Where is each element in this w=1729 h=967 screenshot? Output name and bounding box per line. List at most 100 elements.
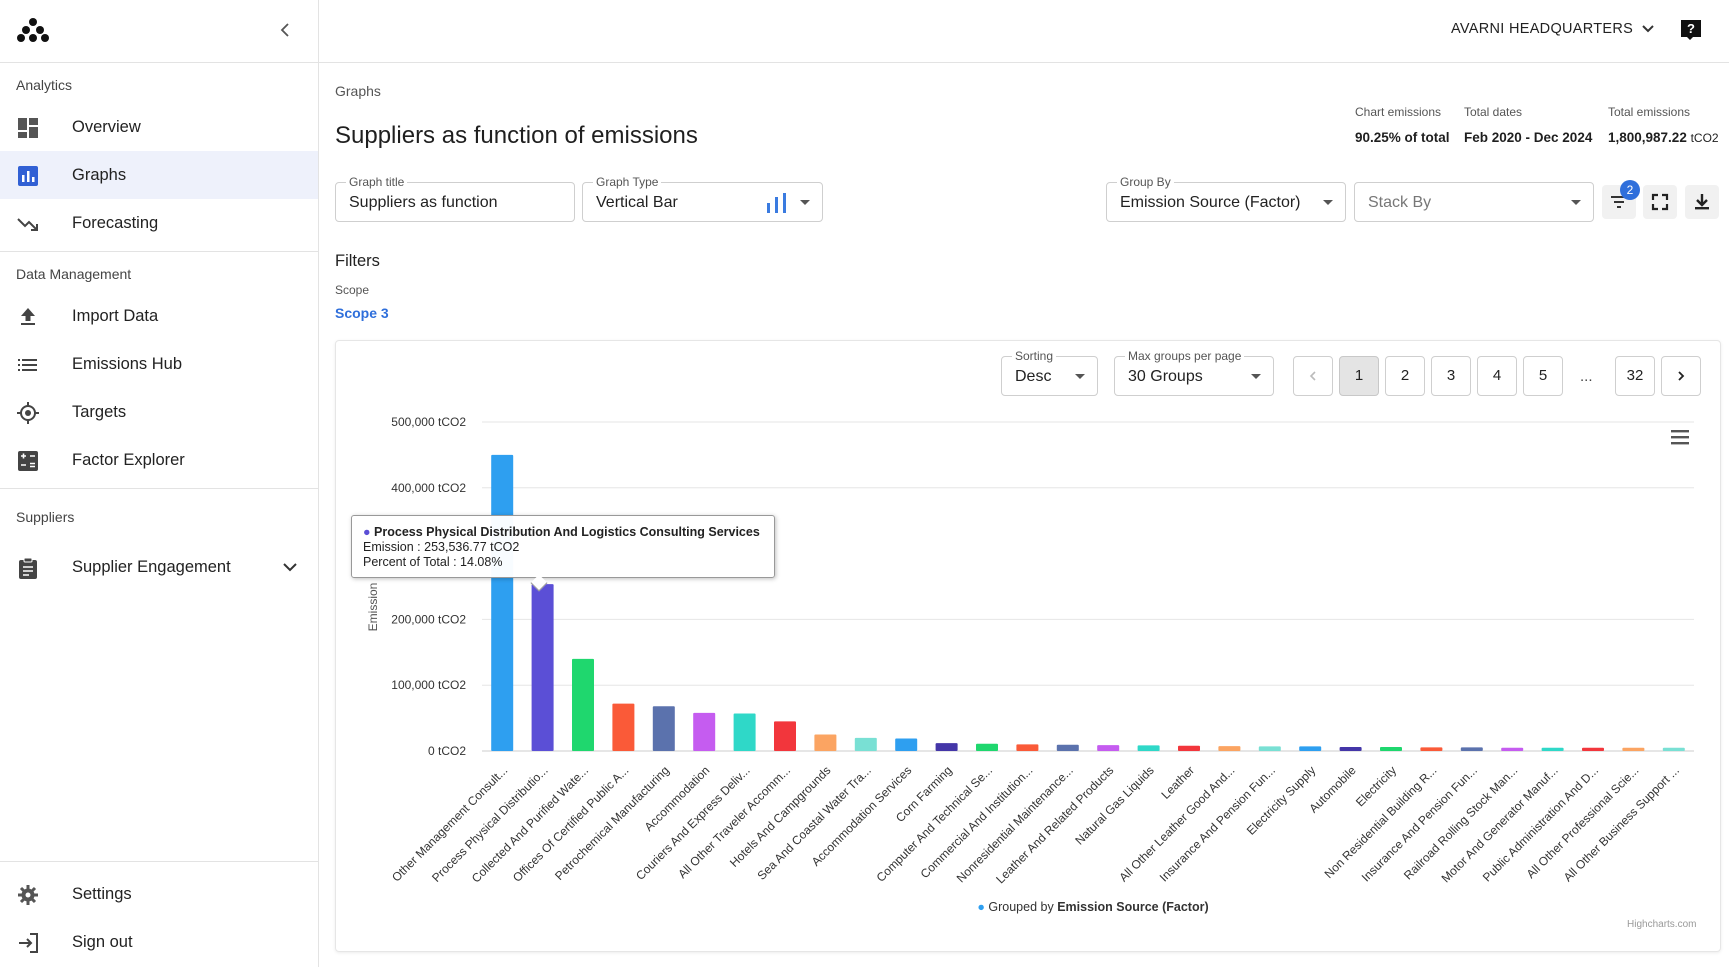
sidebar-item-sign-out[interactable]: Sign out [0, 918, 318, 966]
page-ellipsis: ... [1580, 368, 1593, 385]
chart-bar [531, 584, 554, 751]
stat-total-dates: Total dates Feb 2020 - Dec 2024 [1464, 105, 1592, 145]
chart-bar [854, 737, 877, 751]
chart-bar [1218, 746, 1241, 751]
sidebar-item-label: Import Data [72, 306, 159, 325]
sidebar-item-targets[interactable]: Targets [0, 388, 318, 436]
sidebar-item-factor-explorer[interactable]: Factor Explorer [0, 436, 318, 484]
divider [0, 488, 318, 489]
chevron-down-icon[interactable] [280, 557, 300, 577]
download-button[interactable] [1685, 185, 1719, 219]
scope-filter-value[interactable]: Scope 3 [335, 305, 389, 321]
page-button-5[interactable]: 5 [1523, 356, 1563, 396]
max-groups-select[interactable]: Max groups per page 30 Groups [1114, 349, 1274, 396]
organization-name: AVARNI HEADQUARTERS [1451, 21, 1634, 37]
x-category-label: Natural Gas Liquids [1072, 763, 1156, 847]
field-label: Sorting [1012, 349, 1057, 363]
page-button-last[interactable]: 32 [1615, 356, 1655, 396]
field-value: Suppliers as function [349, 194, 498, 211]
dashboard-icon [18, 118, 38, 138]
sidebar-item-label: Sign out [72, 932, 133, 951]
chart-bar [733, 713, 756, 751]
chart-bar [1178, 745, 1200, 751]
caret-down-icon [1323, 200, 1333, 205]
sidebar-item-label: Overview [72, 117, 141, 136]
chart-menu-icon[interactable] [1671, 429, 1691, 445]
chart-legend: ● Grouped by Emission Source (Factor) [977, 900, 1208, 914]
y-tick-label: 200,000 tCO2 [391, 612, 466, 626]
field-value: Emission Source (Factor) [1120, 194, 1301, 211]
chart-tooltip: ● Process Physical Distribution And Logi… [351, 515, 775, 578]
chart-bar [1541, 747, 1564, 751]
stat-label: Total emissions [1608, 105, 1691, 119]
page-button-3[interactable]: 3 [1431, 356, 1471, 396]
sidebar-item-overview[interactable]: Overview [0, 103, 318, 151]
logo-row [0, 0, 318, 63]
tooltip-series-dot: ● [363, 525, 371, 539]
fullscreen-icon [1651, 193, 1669, 211]
page-button-4[interactable]: 4 [1477, 356, 1517, 396]
breadcrumb: Graphs [335, 83, 381, 99]
page-button-1[interactable]: 1 [1339, 356, 1379, 396]
chart-bar [774, 721, 796, 751]
sign-out-icon [19, 933, 38, 953]
field-label: Graph Type [593, 175, 662, 189]
next-page-button[interactable] [1661, 356, 1701, 396]
prev-page-button[interactable] [1293, 356, 1333, 396]
stat-total-emissions: Total emissions 1,800,987.22 tCO2 [1608, 105, 1719, 145]
field-label: Graph title [346, 175, 408, 189]
sidebar-item-emissions-hub[interactable]: Emissions Hub [0, 340, 318, 388]
top-bar: AVARNI HEADQUARTERS ? [319, 0, 1729, 63]
chart-bar [1622, 747, 1645, 751]
chart-bar [1420, 747, 1443, 751]
fullscreen-button[interactable] [1643, 185, 1677, 219]
y-tick-label: 100,000 tCO2 [391, 678, 466, 692]
chart-bar [1137, 745, 1160, 751]
sidebar-item-label: Settings [72, 884, 132, 903]
stat-chart-emissions: Chart emissions 90.25% of total [1355, 105, 1450, 145]
chart-bar [1460, 747, 1483, 751]
chart-bar [491, 454, 514, 751]
y-tick-label: 400,000 tCO2 [391, 481, 466, 495]
sidebar-item-settings[interactable]: Settings [0, 870, 318, 918]
chart-bar [935, 743, 958, 751]
divider [0, 251, 318, 252]
filters-heading: Filters [335, 252, 380, 270]
organization-selector[interactable]: AVARNI HEADQUARTERS [1451, 21, 1655, 37]
collapse-sidebar-icon[interactable] [276, 20, 296, 40]
sidebar-item-supplier-engagement[interactable]: Supplier Engagement [0, 543, 318, 591]
chart-bar [1258, 746, 1281, 751]
scope-label: Scope [335, 283, 370, 297]
section-title-data-management: Data Management [16, 266, 132, 282]
sidebar-item-label: Forecasting [72, 213, 159, 232]
stat-label: Total dates [1464, 105, 1523, 119]
chart-bar [1380, 747, 1402, 751]
help-icon[interactable]: ? [1679, 18, 1703, 42]
group-by-select[interactable]: Group By Emission Source (Factor) [1106, 175, 1346, 222]
sidebar-item-label: Supplier Engagement [72, 557, 231, 576]
sidebar-item-label: Targets [72, 402, 127, 421]
caret-down-icon [1075, 374, 1085, 379]
sidebar-item-import-data[interactable]: Import Data [0, 292, 318, 340]
chart-bar [1299, 746, 1322, 751]
chart-bar [1339, 747, 1362, 751]
tooltip-emission: Emission : 253,536.77 tCO2 [363, 540, 520, 554]
stack-by-select[interactable]: Stack By [1354, 182, 1594, 222]
sidebar-item-graphs[interactable]: Graphs [0, 151, 318, 199]
page-button-2[interactable]: 2 [1385, 356, 1425, 396]
calculator-icon [18, 451, 38, 471]
vertical-bar-icon [767, 193, 786, 213]
graph-title-field[interactable]: Graph title Suppliers as function [335, 175, 575, 222]
sidebar-item-label: Emissions Hub [72, 354, 183, 373]
sidebar-item-forecasting[interactable]: Forecasting [0, 199, 318, 247]
stat-value: Feb 2020 - Dec 2024 [1464, 130, 1593, 145]
clipboard-icon [19, 557, 37, 579]
sidebar-item-label: Factor Explorer [72, 450, 185, 469]
chevron-left-icon [1309, 371, 1316, 381]
sorting-select[interactable]: Sorting Desc [1001, 349, 1098, 396]
graph-type-select[interactable]: Graph Type Vertical Bar [582, 175, 823, 222]
stat-value: 90.25% of total [1355, 130, 1450, 145]
chart-bar [895, 738, 918, 751]
avarni-logo-icon[interactable] [17, 17, 49, 43]
section-title-analytics: Analytics [16, 77, 73, 93]
